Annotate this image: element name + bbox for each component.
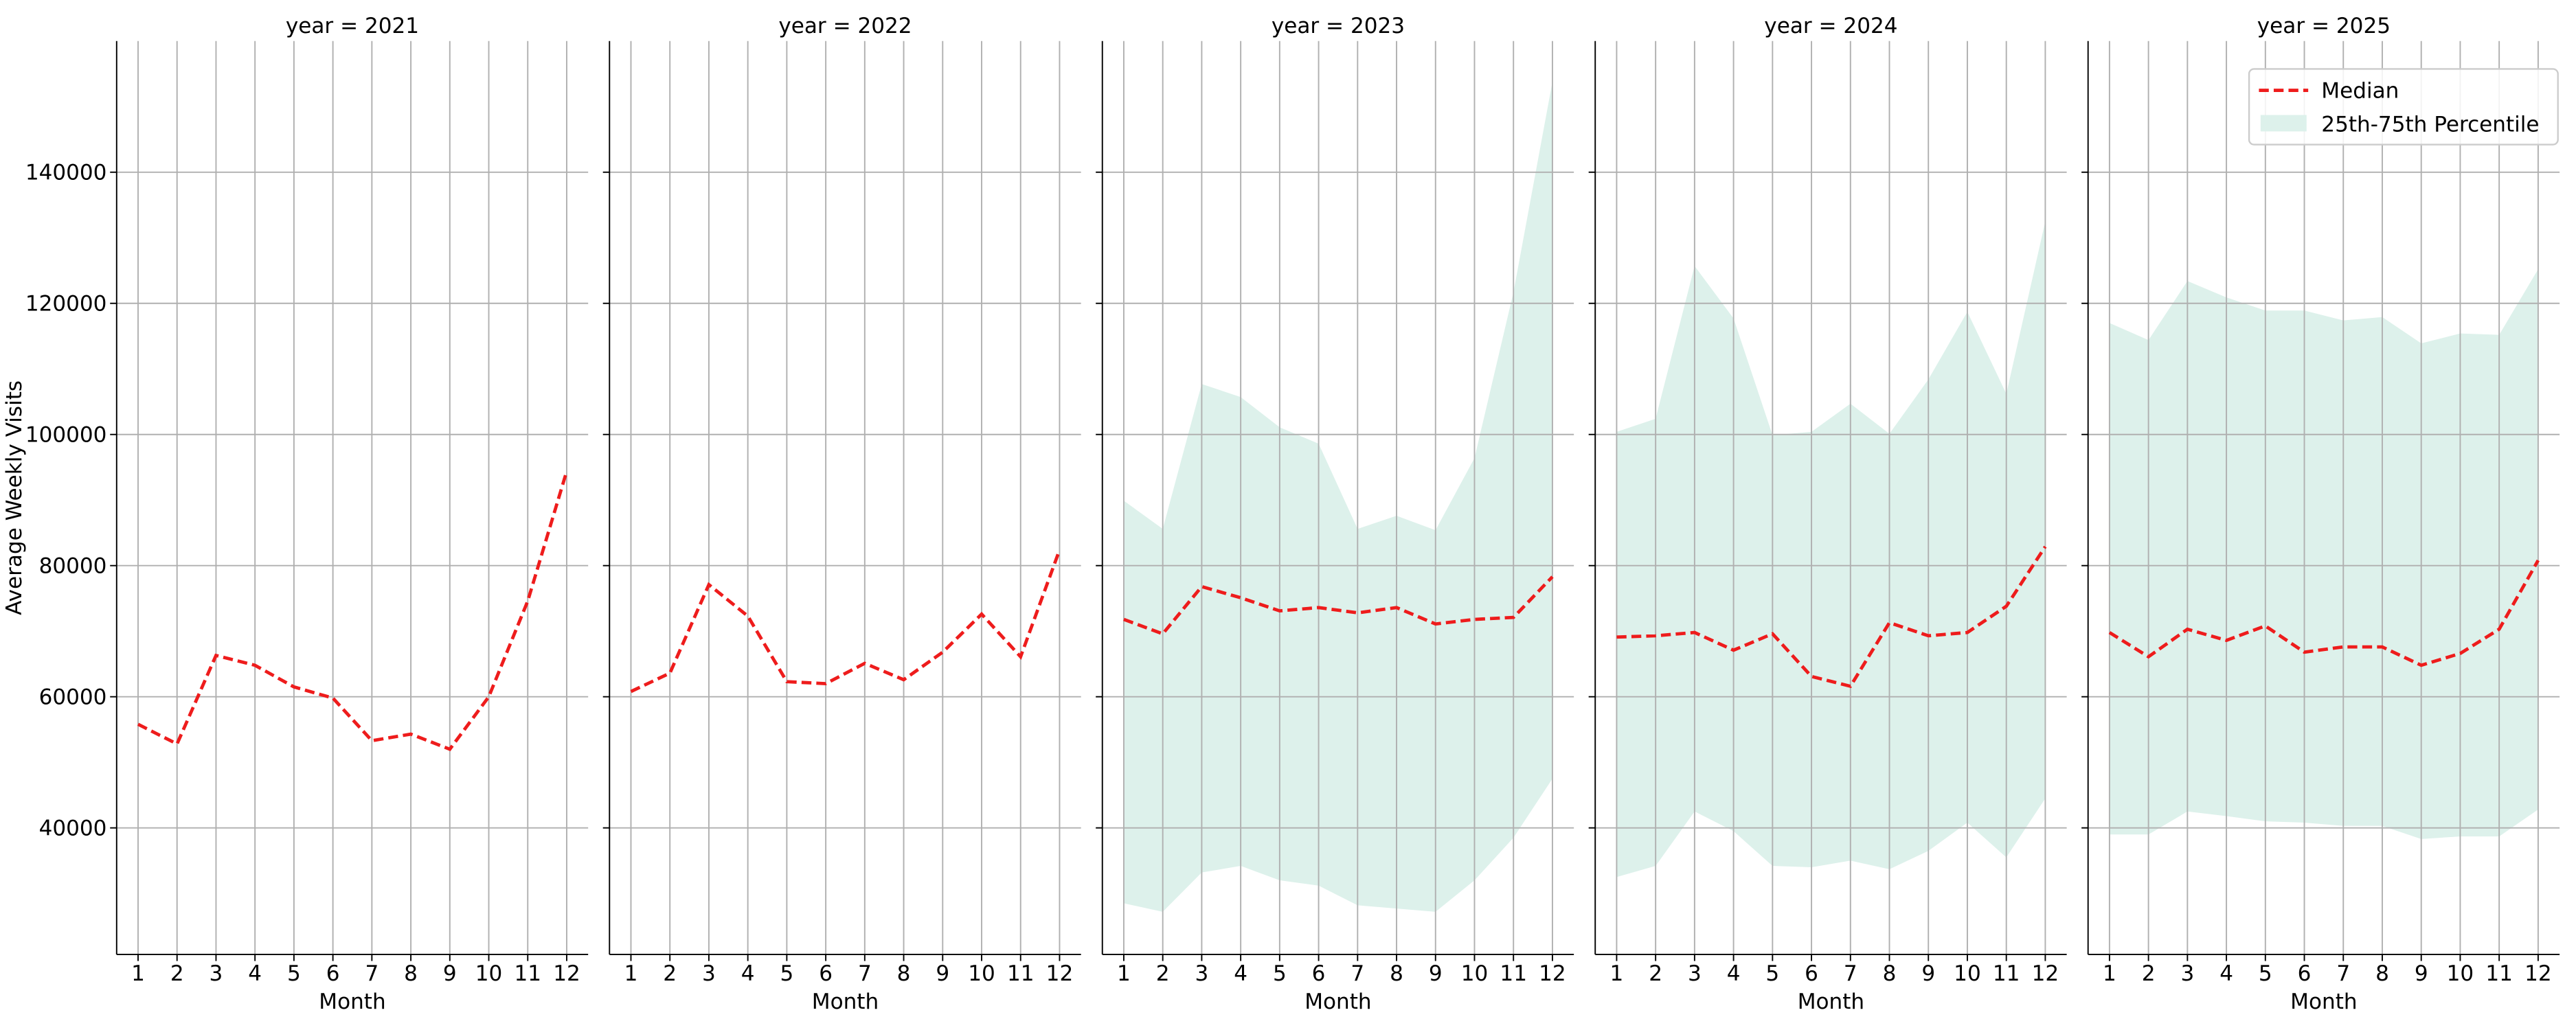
x-tick-label: 1: [131, 961, 145, 986]
x-tick-label: 8: [2375, 961, 2389, 986]
x-tick-label: 2: [1649, 961, 1662, 986]
x-axis-label: Month: [319, 989, 385, 1014]
x-tick-label: 12: [1046, 961, 1074, 986]
x-tick-label: 9: [443, 961, 457, 986]
percentile-band: [1123, 82, 1552, 912]
legend-swatch: [2260, 115, 2307, 132]
y-tick-label: 80000: [39, 553, 107, 578]
y-axis-label: Average Weekly Visits: [2, 380, 27, 615]
x-tick-label: 12: [553, 961, 580, 986]
x-tick-label: 8: [404, 961, 418, 986]
x-tick-label: 6: [2298, 961, 2312, 986]
x-tick-label: 10: [1461, 961, 1489, 986]
x-tick-label: 4: [1727, 961, 1741, 986]
x-tick-label: 5: [287, 961, 301, 986]
x-tick-label: 11: [1500, 961, 1527, 986]
x-tick-label: 11: [1993, 961, 2020, 986]
panel-title: year = 2024: [1764, 14, 1897, 38]
x-tick-label: 4: [248, 961, 262, 986]
x-tick-label: 4: [2219, 961, 2233, 986]
panel-title: year = 2025: [2257, 14, 2391, 38]
x-tick-label: 3: [2180, 961, 2194, 986]
x-tick-label: 9: [1921, 961, 1935, 986]
x-tick-label: 12: [1539, 961, 1566, 986]
x-tick-label: 8: [1390, 961, 1403, 986]
median-line: [137, 470, 569, 751]
x-tick-label: 3: [702, 961, 716, 986]
x-tick-label: 1: [1117, 961, 1131, 986]
x-tick-label: 11: [2485, 961, 2513, 986]
x-tick-label: 11: [1007, 961, 1035, 986]
x-tick-label: 9: [2415, 961, 2428, 986]
median-line: [1616, 545, 2047, 689]
median-line: [1123, 575, 1554, 636]
x-tick-label: 10: [475, 961, 503, 986]
legend-frame: [2248, 68, 2559, 146]
legend-label: Median: [2321, 78, 2399, 103]
x-tick-label: 2: [1156, 961, 1170, 986]
y-tick-label: 60000: [39, 685, 107, 709]
median-line: [630, 549, 1061, 694]
x-tick-label: 11: [514, 961, 541, 986]
percentile-band: [1616, 221, 2046, 878]
x-tick-label: 7: [858, 961, 872, 986]
x-tick-label: 4: [1234, 961, 1247, 986]
x-tick-label: 3: [210, 961, 223, 986]
panel: 1 2 3 4 5 6 7 8 9 10 11 124000060000800001000001200…: [2, 14, 589, 1014]
panel-title: year = 2022: [778, 14, 912, 38]
x-tick-label: 4: [741, 961, 755, 986]
percentile-band: [2109, 269, 2538, 839]
panel-title: year = 2023: [1272, 14, 1405, 38]
x-tick-label: 9: [936, 961, 949, 986]
y-tick-label: 40000: [39, 816, 107, 840]
x-tick-label: 5: [2259, 961, 2272, 986]
x-tick-label: 1: [2103, 961, 2116, 986]
x-tick-label: 2: [170, 961, 184, 986]
x-axis-label: Month: [2290, 989, 2357, 1014]
median-line: [2108, 559, 2540, 667]
x-tick-label: 7: [2336, 961, 2350, 986]
x-tick-label: 3: [1688, 961, 1702, 986]
x-tick-label: 9: [1429, 961, 1443, 986]
y-tick-label: 100000: [25, 422, 107, 447]
y-tick-label: 120000: [25, 292, 107, 317]
x-axis-label: Month: [812, 989, 879, 1014]
x-tick-label: 5: [780, 961, 793, 986]
x-axis-label: Month: [1304, 989, 1371, 1014]
x-tick-label: 1: [1610, 961, 1624, 986]
x-axis-label: Month: [1798, 989, 1864, 1014]
x-tick-label: 12: [2524, 961, 2552, 986]
panel-title: year = 2021: [286, 14, 419, 38]
x-tick-label: 8: [897, 961, 911, 986]
x-tick-label: 12: [2032, 961, 2059, 986]
x-tick-label: 2: [663, 961, 677, 986]
x-tick-label: 2: [2142, 961, 2156, 986]
x-tick-label: 6: [1312, 961, 1326, 986]
legend-label: 25th-75th Percentile: [2321, 112, 2539, 137]
y-tick-label: 140000: [25, 161, 107, 185]
x-tick-label: 7: [1351, 961, 1364, 986]
x-tick-label: 10: [2447, 961, 2474, 986]
x-tick-label: 5: [1765, 961, 1779, 986]
x-tick-label: 1: [624, 961, 638, 986]
x-tick-label: 5: [1273, 961, 1287, 986]
x-tick-label: 10: [968, 961, 995, 986]
x-tick-label: 7: [365, 961, 379, 986]
x-tick-label: 6: [1805, 961, 1818, 986]
x-tick-label: 3: [1195, 961, 1209, 986]
x-tick-label: 7: [1844, 961, 1857, 986]
x-tick-label: 6: [326, 961, 340, 986]
x-tick-label: 8: [1883, 961, 1897, 986]
x-tick-label: 6: [819, 961, 833, 986]
x-tick-label: 10: [1954, 961, 1981, 986]
legend: Median 25th-75th Percentile: [2248, 68, 2559, 146]
